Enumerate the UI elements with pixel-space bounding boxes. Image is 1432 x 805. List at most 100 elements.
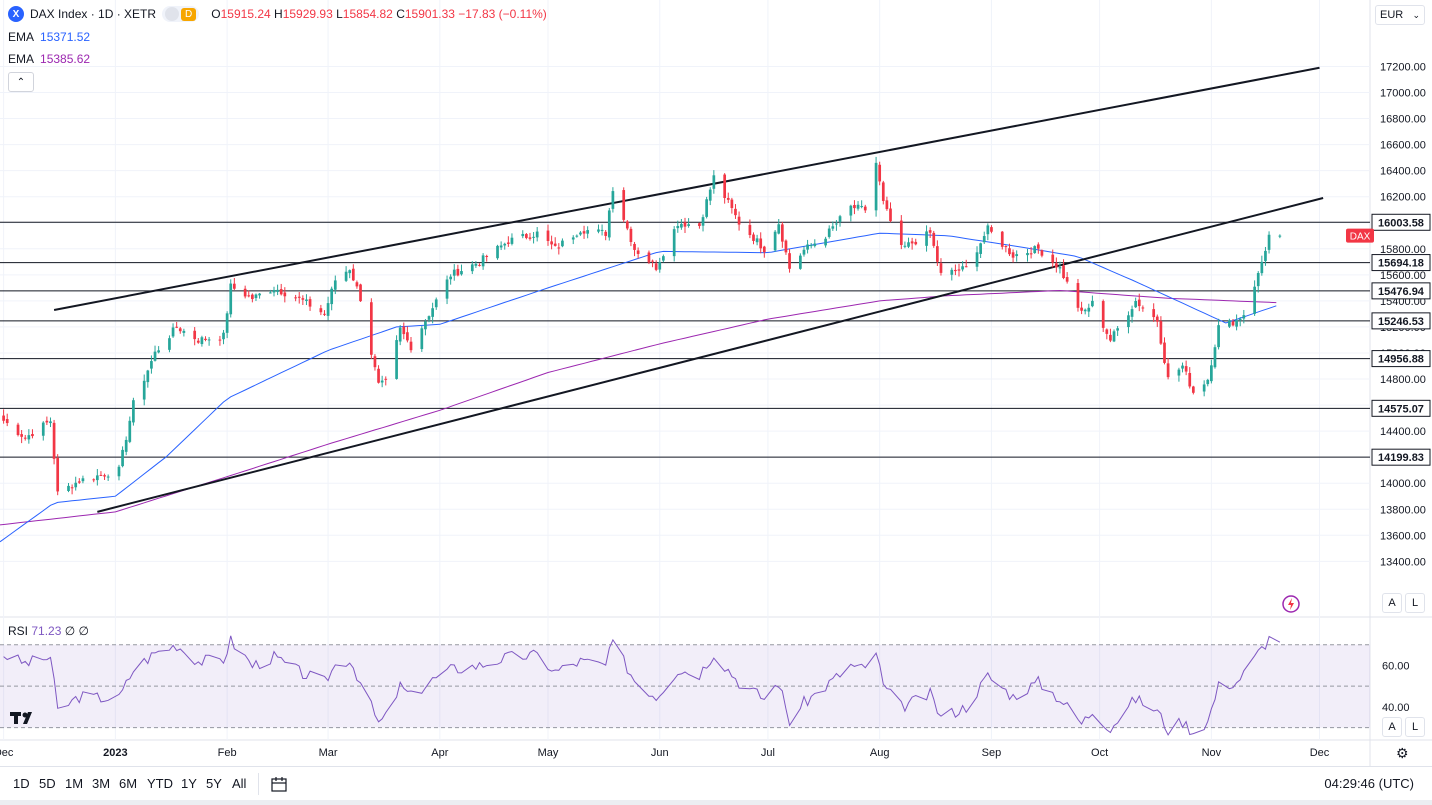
range-5y-button[interactable]: 5Y (206, 776, 222, 791)
candle-body (575, 235, 579, 237)
candle-body (2, 415, 5, 421)
candle-body (485, 256, 489, 258)
candle-body (99, 474, 103, 476)
range-1m-button[interactable]: 1M (65, 776, 84, 791)
currency-select[interactable]: EUR ⌄ (1375, 5, 1425, 25)
candle-body (532, 236, 535, 238)
rsi-log-scale-button[interactable]: L (1405, 717, 1425, 737)
candle-body (780, 224, 784, 242)
candle-body (1116, 328, 1119, 331)
candle-body (150, 361, 153, 369)
candle-body (1217, 325, 1220, 348)
candle-body (676, 225, 680, 229)
time-axis[interactable]: Dec 2023 Feb Mar Apr May Jun Jul Aug Sep Oct Nov Dec (0, 747, 1330, 759)
range-1d-button[interactable]: 1D (13, 776, 30, 791)
log-scale-button[interactable]: L (1405, 593, 1425, 613)
candle-body (1134, 301, 1138, 308)
candle-body (424, 321, 427, 330)
y-tick-label: 13600.00 (1380, 530, 1426, 542)
candle-body (1087, 307, 1091, 312)
candle-body (1080, 307, 1083, 311)
settings-button[interactable]: ⚙ (1396, 745, 1409, 762)
candle-body (813, 243, 817, 247)
currency-label: EUR (1380, 9, 1404, 21)
range-6m-button[interactable]: 6M (119, 776, 138, 791)
candle-body (279, 289, 283, 295)
bottom-toolbar: 1D 5D 1M 3M 6M YTD 1Y 5Y All 04:29:46 (U… (0, 766, 1432, 801)
candle-body (344, 271, 348, 281)
range-ytd-button[interactable]: YTD (147, 776, 173, 791)
candle-body (359, 284, 362, 302)
tradingview-logo[interactable] (10, 710, 38, 730)
candle-body (550, 241, 553, 245)
status-dot-icon (165, 7, 180, 21)
candle-body (925, 231, 928, 246)
candle-body (525, 234, 528, 238)
candle-body (146, 370, 150, 383)
collapse-legend-button[interactable]: ⌃ (8, 72, 34, 92)
auto-scale-button[interactable]: A (1382, 593, 1402, 613)
status-pill[interactable]: D (162, 6, 200, 22)
candle-body (521, 233, 525, 237)
candle-body (1130, 309, 1134, 317)
candle-body (460, 271, 463, 275)
candle-body (553, 243, 557, 246)
range-3m-button[interactable]: 3M (92, 776, 111, 791)
candle-body (395, 340, 398, 379)
candle-body (1202, 384, 1206, 392)
date-range-icon[interactable] (270, 775, 288, 793)
candle-body (561, 240, 564, 247)
candle-body (27, 435, 31, 440)
price-axis[interactable]: 13400.0013600.0013800.0014000.0014200.00… (1380, 61, 1426, 713)
rsi-auto-scale-button[interactable]: A (1382, 717, 1402, 737)
trendline (53, 66, 1320, 311)
ema-fast-legend[interactable]: EMA 15371.52 (8, 30, 90, 44)
candle-body (788, 253, 791, 269)
candle-body (23, 437, 27, 439)
candle-body (777, 224, 781, 234)
candle-body (762, 246, 766, 253)
x-tick-label: Feb (218, 747, 237, 759)
y-tick-label: 16800.00 (1380, 114, 1426, 126)
candle-body (74, 482, 78, 488)
candle-body (546, 230, 550, 241)
range-1y-button[interactable]: 1Y (181, 776, 197, 791)
ema-slow-legend[interactable]: EMA 15385.62 (8, 52, 90, 66)
candle-body (809, 245, 813, 247)
symbol-title[interactable]: DAX Index · 1D · XETR (30, 7, 157, 21)
candle-body (752, 234, 755, 241)
level-tag-box (1371, 399, 1431, 417)
candle-body (1051, 254, 1055, 263)
candle-body (218, 339, 222, 341)
candle-body (398, 327, 402, 342)
candle-body (193, 330, 197, 340)
y-tick-label: 16600.00 (1380, 140, 1426, 152)
candle-body (225, 313, 229, 333)
candle-body (597, 229, 600, 232)
candle-body (496, 245, 499, 259)
rsi-legend[interactable]: RSI 71.23 ∅ ∅ (8, 624, 89, 638)
lightning-icon[interactable] (1281, 594, 1301, 614)
candle-body (723, 174, 727, 198)
range-all-button[interactable]: All (232, 776, 247, 791)
candle-body (380, 380, 384, 383)
candle-body (49, 421, 52, 424)
candle-body (283, 292, 287, 297)
candle-body (1000, 231, 1004, 247)
candle-body (232, 283, 236, 289)
candle-body (885, 200, 889, 210)
candle-body (1029, 253, 1033, 255)
candle-body (1264, 250, 1267, 262)
candle-body (157, 350, 160, 353)
candle-body (452, 269, 456, 276)
candle-body (899, 220, 903, 245)
candle-body (1188, 372, 1192, 387)
rsi-label: RSI (8, 624, 29, 638)
clock-readout[interactable]: 04:29:46 (UTC) (1324, 776, 1414, 791)
candle-body (651, 260, 654, 262)
chart-canvas[interactable]: 13400.0013600.0013800.0014000.0014200.00… (0, 0, 1432, 766)
candle-body (582, 231, 586, 234)
range-5d-button[interactable]: 5D (39, 776, 56, 791)
candle-body (557, 247, 561, 249)
ema-slow-label: EMA (8, 52, 35, 66)
